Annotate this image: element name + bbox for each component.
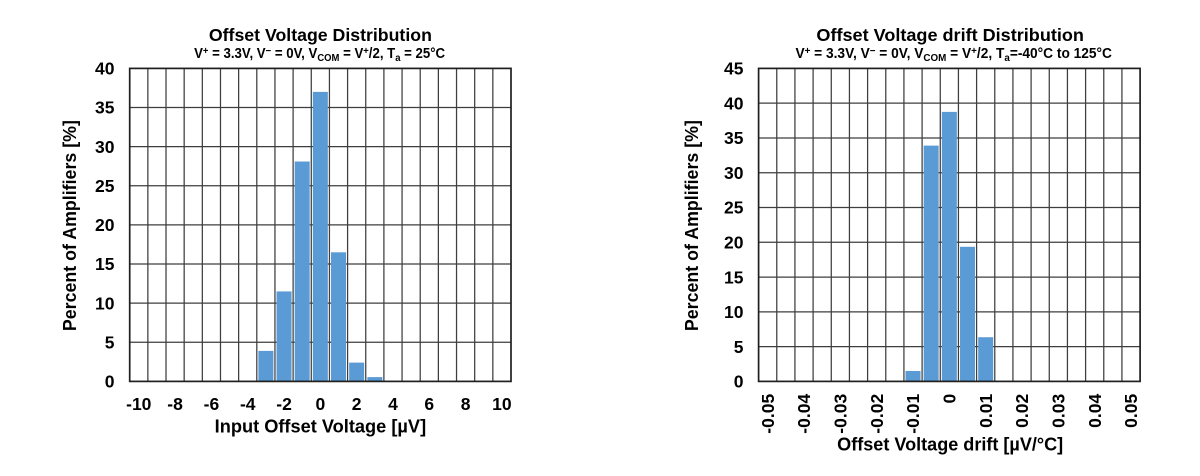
svg-text:30: 30 — [95, 137, 115, 157]
svg-text:-0.04: -0.04 — [794, 394, 814, 434]
svg-text:Offset Voltage drift Distribut: Offset Voltage drift Distribution — [816, 25, 1084, 45]
svg-text:35: 35 — [724, 128, 744, 148]
svg-text:15: 15 — [724, 267, 744, 287]
svg-text:Input Offset Voltage [µV]: Input Offset Voltage [µV] — [215, 417, 427, 437]
svg-text:-10: -10 — [126, 394, 152, 414]
svg-text:20: 20 — [724, 232, 744, 252]
svg-text:-0.01: -0.01 — [903, 394, 923, 434]
svg-text:10: 10 — [95, 293, 115, 313]
svg-text:0: 0 — [734, 372, 744, 392]
svg-text:45: 45 — [724, 59, 744, 79]
svg-text:10: 10 — [724, 302, 744, 322]
svg-text:35: 35 — [95, 98, 115, 118]
svg-text:40: 40 — [95, 59, 115, 79]
svg-text:Offset Voltage drift [µV/°C]: Offset Voltage drift [µV/°C] — [837, 435, 1063, 455]
svg-text:-0.05: -0.05 — [758, 394, 778, 434]
svg-text:0.03: 0.03 — [1048, 394, 1068, 428]
svg-text:0: 0 — [315, 394, 325, 414]
svg-text:-6: -6 — [204, 394, 220, 414]
svg-text:0: 0 — [939, 394, 959, 404]
svg-text:0.01: 0.01 — [976, 394, 996, 428]
svg-text:-0.02: -0.02 — [867, 394, 887, 434]
svg-text:-4: -4 — [240, 394, 256, 414]
svg-text:25: 25 — [724, 198, 744, 218]
svg-text:V+​ = 3.3V, V−​ = 0V, VCOM​ =: V+​ = 3.3V, V−​ = 0V, VCOM​ = V+​/2, Ta​… — [194, 46, 445, 64]
svg-text:0.05: 0.05 — [1121, 394, 1141, 428]
svg-text:-0.03: -0.03 — [830, 394, 850, 434]
svg-text:V+​ = 3.3V, V−​ = 0V, VCOM​ =: V+​ = 3.3V, V−​ = 0V, VCOM​ = V+​/2, Ta​… — [795, 46, 1112, 64]
svg-text:4: 4 — [388, 394, 398, 414]
svg-text:8: 8 — [461, 394, 471, 414]
svg-text:5: 5 — [734, 337, 744, 357]
svg-text:30: 30 — [724, 163, 744, 183]
svg-text:Percent of Amplifiers [%]: Percent of Amplifiers [%] — [682, 120, 702, 331]
svg-text:40: 40 — [724, 93, 744, 113]
svg-text:5: 5 — [105, 332, 115, 352]
svg-text:Offset Voltage Distribution: Offset Voltage Distribution — [209, 25, 432, 45]
svg-text:10: 10 — [492, 394, 512, 414]
svg-text:Percent of Amplifiers [%]: Percent of Amplifiers [%] — [60, 120, 80, 331]
svg-text:-8: -8 — [167, 394, 183, 414]
svg-text:0.04: 0.04 — [1085, 394, 1105, 428]
svg-text:2: 2 — [352, 394, 362, 414]
svg-text:6: 6 — [424, 394, 434, 414]
svg-text:-2: -2 — [276, 394, 292, 414]
svg-text:0: 0 — [105, 372, 115, 392]
svg-text:0.02: 0.02 — [1012, 394, 1032, 428]
svg-text:20: 20 — [95, 215, 115, 235]
svg-text:25: 25 — [95, 176, 115, 196]
svg-text:15: 15 — [95, 254, 115, 274]
